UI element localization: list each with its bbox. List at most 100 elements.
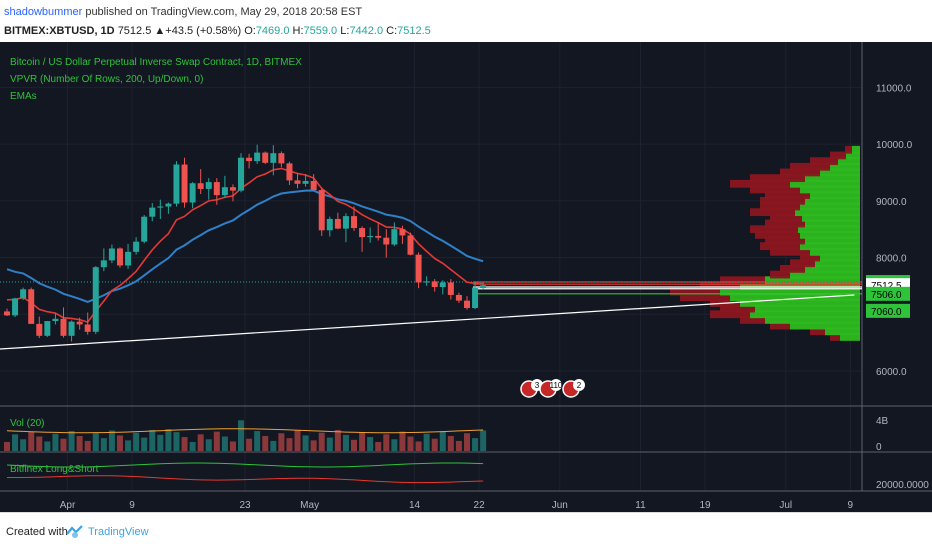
chart-area[interactable]: 11000.010000.09000.08000.06000.07568.075… <box>0 42 932 512</box>
volume-legend: Vol (20) <box>10 418 45 429</box>
candle-body <box>20 289 27 299</box>
price-tick-label: 11000.0 <box>876 83 912 94</box>
volume-bar <box>100 438 107 451</box>
tradingview-brand-link[interactable]: TradingView <box>88 526 149 538</box>
volume-bar <box>189 442 196 451</box>
vpvr-bar-up <box>846 151 860 160</box>
volume-bar <box>334 429 341 451</box>
volume-bar <box>310 440 317 451</box>
longs-line <box>6 462 484 468</box>
candle-body <box>318 190 325 231</box>
vpvr-bar-down <box>800 253 820 262</box>
vpvr-bar-down <box>670 287 720 296</box>
ema-slow-line <box>6 189 484 303</box>
low-value: 7442.0 <box>349 25 384 37</box>
publish-line: shadowbummer published on TradingView.co… <box>4 6 362 18</box>
vpvr-bar-up <box>790 270 860 279</box>
volume-bar <box>447 435 454 451</box>
ohlc-line: BITMEX:XBTUSD, 1D 7512.5 ▲+43.5 (+0.58%)… <box>4 25 431 37</box>
vpvr-bar-up <box>800 185 860 194</box>
candle-body <box>205 182 212 189</box>
candle-body <box>480 285 487 288</box>
volume-tick-label: 4B <box>876 416 889 427</box>
volume-bar <box>415 441 422 451</box>
publish-text: published on TradingView.com, May 29, 20… <box>82 6 363 18</box>
vpvr-bar-up <box>838 157 860 166</box>
vpvr-legend: VPVR (Number Of Rows, 200, Up/Down, 0) <box>10 74 204 85</box>
trendline <box>0 294 855 350</box>
volume-bar <box>391 439 398 451</box>
vpvr-bar-down <box>845 145 852 154</box>
candle-body <box>116 248 123 266</box>
volume-bar <box>36 436 43 451</box>
volume-bar <box>254 431 261 451</box>
vpvr-bar-down <box>770 247 810 256</box>
time-tick-label: 9 <box>848 500 854 511</box>
candle-body <box>92 267 99 332</box>
volume-bar <box>205 439 212 451</box>
candle-body <box>415 254 422 283</box>
candle-body <box>302 180 309 184</box>
chart-header: shadowbummer published on TradingView.co… <box>0 0 932 42</box>
volume-bar <box>197 434 204 451</box>
price-marker-box <box>866 303 910 318</box>
volume-bar <box>4 442 10 451</box>
candle-body <box>286 163 293 181</box>
vpvr-bar-up <box>820 168 860 177</box>
vpvr-bar-down <box>760 202 800 211</box>
close-value: 7512.5 <box>397 25 431 37</box>
time-tick-label: 19 <box>699 500 711 511</box>
candle-body <box>439 282 446 288</box>
vpvr-bar-down <box>730 179 790 188</box>
volume-bar <box>326 437 333 451</box>
vpvr-bar-up <box>830 162 860 171</box>
vpvr-bar-up <box>805 196 860 205</box>
price-marker-label: 7060.0 <box>871 307 902 318</box>
vpvr-bar-up <box>815 259 860 268</box>
vpvr-bar-up <box>755 304 860 313</box>
volume-bar <box>367 437 374 451</box>
candle-body <box>181 164 188 203</box>
volume-bar <box>133 432 140 451</box>
time-tick-label: May <box>300 500 319 511</box>
time-tick-label: 9 <box>129 500 135 511</box>
vpvr-bar-down <box>765 236 805 245</box>
volume-bar <box>383 434 390 451</box>
vpvr-bar-up <box>805 174 860 183</box>
volume-bar <box>213 431 220 451</box>
candle-body <box>278 153 285 164</box>
candle-body <box>342 216 349 229</box>
price-marker-box <box>866 286 910 301</box>
candle-body <box>125 251 132 266</box>
open-value: 7469.0 <box>255 25 290 37</box>
vpvr-bar-up <box>750 310 860 319</box>
price-tick-label: 6000.0 <box>876 367 907 378</box>
volume-bar <box>463 433 470 451</box>
last-price: 7512.5 <box>117 25 152 37</box>
vpvr-bar-up <box>790 321 860 330</box>
vpvr-bar-down <box>760 242 800 251</box>
price-chart[interactable]: 11000.010000.09000.08000.06000.07568.075… <box>0 42 932 512</box>
vpvr-bar-up <box>810 191 860 200</box>
candle-body <box>52 318 59 322</box>
author-link[interactable]: shadowbummer <box>4 6 83 18</box>
volume-bar <box>431 438 438 451</box>
candle-body <box>455 294 462 301</box>
candle-body <box>4 311 10 316</box>
candle-body <box>60 318 67 336</box>
vpvr-bar-down <box>770 321 790 330</box>
volume-bar <box>76 435 83 451</box>
vpvr-bar-down <box>720 304 755 313</box>
volume-bar <box>439 431 446 451</box>
price-tick-label: 8000.0 <box>876 254 907 265</box>
volume-bar <box>44 441 51 451</box>
volume-bar <box>480 430 487 451</box>
volume-bar <box>472 438 479 451</box>
volume-bar <box>342 434 349 451</box>
low-label: L: <box>340 25 350 37</box>
vpvr-bar-up <box>765 276 860 285</box>
candle-body <box>359 228 366 238</box>
volume-bar <box>157 434 164 451</box>
time-tick-label: 11 <box>635 500 646 511</box>
emas-legend: EMAs <box>10 91 37 102</box>
